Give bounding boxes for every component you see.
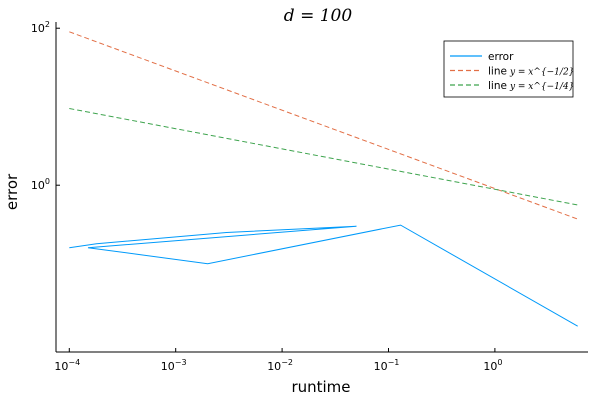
legend-series-name: error	[488, 51, 514, 63]
y-tick-label: 102	[31, 20, 50, 35]
y-tick-exponent: 2	[45, 20, 50, 29]
x-tick-label: 10−1	[374, 358, 400, 373]
series-line-2	[69, 108, 578, 206]
x-tick-label: 100	[483, 358, 502, 373]
legend-series-name: line	[488, 80, 507, 92]
legend-label: line y = x^{−1/2}	[488, 66, 574, 78]
x-tick-exponent: −1	[388, 358, 400, 367]
legend-equation: y = x^{−1/2}	[509, 68, 574, 78]
x-tick-label: 10−4	[54, 358, 80, 373]
x-tick-base: 10	[483, 360, 497, 373]
legend-equation: y = x^{−1/4}	[509, 82, 574, 92]
legend-label: line y = x^{−1/4}	[488, 80, 574, 92]
x-tick-exponent: −2	[281, 358, 293, 367]
series-layer	[69, 31, 578, 327]
x-tick-base: 10	[54, 360, 68, 373]
plot-frame	[55, 22, 588, 353]
x-tick-base: 10	[267, 360, 281, 373]
series-line-0	[69, 224, 578, 327]
x-axis-title: runtime	[291, 378, 350, 396]
legend-series-name: line	[488, 66, 507, 78]
x-tick-label: 10−3	[161, 358, 187, 373]
series-line-1	[69, 31, 578, 220]
x-tick-label: 10−2	[267, 358, 293, 373]
y-axis-title: error	[3, 173, 21, 210]
y-tick-label: 100	[31, 177, 50, 192]
chart-title: d = 100	[284, 6, 353, 26]
legend-label: error	[488, 51, 514, 63]
x-tick-exponent: −3	[175, 358, 187, 367]
y-tick-base: 10	[31, 22, 45, 35]
x-tick-base: 10	[161, 360, 175, 373]
legend-box	[443, 40, 574, 98]
x-tick-base: 10	[374, 360, 388, 373]
x-tick-exponent: −4	[68, 358, 80, 367]
x-tick-exponent: 0	[497, 358, 502, 367]
y-tick-exponent: 0	[45, 177, 50, 186]
y-tick-base: 10	[31, 179, 45, 192]
